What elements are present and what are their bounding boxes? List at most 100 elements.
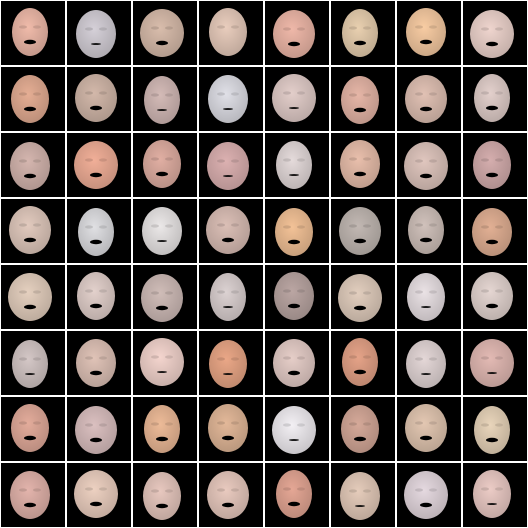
mouth-opening (288, 303, 300, 309)
face-skin (209, 8, 247, 56)
eye-shading (19, 357, 27, 361)
face-tile (463, 397, 527, 461)
face-mask (405, 404, 447, 452)
eye-shading (85, 423, 93, 427)
eye-shading (349, 355, 357, 359)
eye-shading (495, 27, 503, 31)
face-tile (67, 1, 131, 65)
face-skin (10, 471, 50, 519)
eye-shading (297, 423, 305, 427)
eye-shading (151, 422, 159, 426)
eye-shading (231, 223, 239, 227)
mouth-opening (90, 172, 102, 178)
face-skin (272, 74, 316, 122)
face-skin (140, 9, 184, 57)
face-tile (265, 331, 329, 395)
eye-shading (495, 91, 503, 95)
face-tile (463, 67, 527, 131)
face-mask (273, 10, 315, 58)
face-skin (406, 340, 446, 388)
eye-shading (99, 289, 107, 293)
face-skin (274, 272, 314, 320)
eye-shading (429, 290, 437, 294)
face-skin (9, 206, 51, 254)
mouth-opening (156, 40, 168, 46)
face-skin (338, 274, 382, 322)
eye-shading (165, 224, 173, 228)
face-tile (133, 463, 197, 527)
face-skin (210, 273, 246, 321)
face-mask (77, 272, 115, 320)
mouth-opening (420, 237, 432, 243)
eye-shading (99, 27, 107, 31)
eye-shading (217, 488, 225, 492)
mouth-opening (156, 171, 168, 177)
face-tile (1, 331, 65, 395)
eye-shading (283, 91, 291, 95)
face-mask (404, 471, 448, 519)
face-skin (75, 74, 117, 122)
face-tile (463, 1, 527, 65)
face-mask (276, 470, 312, 518)
face-skin (407, 273, 445, 321)
face-mask (472, 208, 512, 256)
face-mask (208, 75, 248, 123)
mouth-opening (355, 505, 365, 507)
eye-shading (151, 93, 159, 97)
mouth-opening (222, 502, 234, 508)
face-tile (397, 265, 461, 329)
face-tile (199, 331, 263, 395)
eye-shading (363, 489, 371, 493)
eye-shading (415, 223, 423, 227)
face-mask (342, 9, 378, 57)
eye-shading (217, 357, 225, 361)
face-mask (272, 406, 316, 454)
eye-shading (283, 289, 291, 293)
face-skin (405, 404, 447, 452)
face-mask (12, 8, 48, 56)
eye-shading (33, 421, 41, 425)
mouth-opening (156, 436, 168, 442)
eye-shading (99, 91, 107, 95)
face-skin (275, 208, 313, 256)
eye-shading (297, 487, 305, 491)
eye-shading (151, 26, 159, 30)
face-mask (340, 472, 380, 520)
face-tile (265, 67, 329, 131)
face-tile (199, 67, 263, 131)
face-mask (11, 404, 49, 452)
eye-shading (415, 290, 423, 294)
face-skin (209, 340, 247, 388)
eye-shading (283, 487, 291, 491)
eye-shading (165, 157, 173, 161)
eye-shading (151, 489, 159, 493)
face-skin (206, 206, 250, 254)
mouth-opening (354, 171, 366, 177)
face-mask (474, 406, 510, 454)
face-skin (12, 340, 48, 388)
face-mask (142, 207, 182, 255)
mouth-opening (420, 435, 432, 441)
face-skin (143, 472, 181, 520)
eye-shading (217, 421, 225, 425)
mouth-opening (421, 306, 431, 308)
mouth-opening (289, 174, 299, 176)
face-tile (397, 67, 461, 131)
eye-shading (19, 488, 27, 492)
eye-shading (85, 289, 93, 293)
face-mask (473, 141, 511, 189)
mouth-opening (157, 371, 167, 373)
mouth-opening (90, 105, 102, 111)
mouth-opening (288, 370, 300, 376)
mouth-opening (486, 105, 498, 111)
mouth-opening (157, 240, 167, 242)
face-tile (199, 1, 263, 65)
eye-shading (429, 488, 437, 492)
face-tile (463, 331, 527, 395)
face-tile (67, 397, 131, 461)
eye-shading (363, 157, 371, 161)
face-mask (74, 141, 118, 189)
eye-shading (231, 92, 239, 96)
eye-shading (481, 487, 489, 491)
face-tile (331, 265, 395, 329)
